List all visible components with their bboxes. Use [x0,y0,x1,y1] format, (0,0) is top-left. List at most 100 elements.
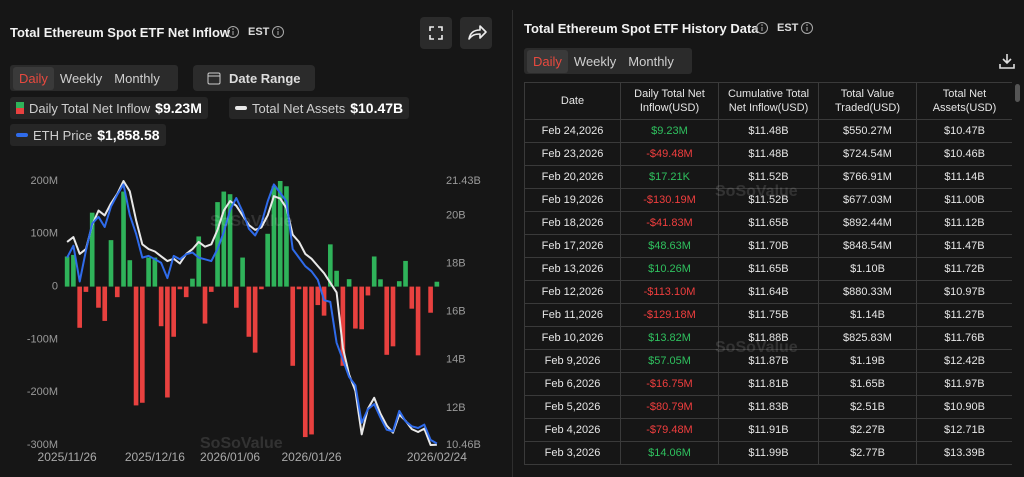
table-row: Feb 23,2026 -$49.48M $11.48B $724.54M $10.46… [524,142,1012,166]
legend-icon [16,102,24,114]
bar [108,240,114,287]
legend-item[interactable]: Daily Total Net Inflow $9.23M [10,97,208,119]
watermark: SoSoValue [210,213,293,230]
tab[interactable]: Weekly [573,53,617,69]
date-range-button[interactable]: Date Range [193,65,315,91]
table-cell: $892.44M [818,211,917,235]
bar [384,286,390,355]
scrollbar[interactable] [1015,84,1020,102]
y2-tick-label: 10.46B [446,439,481,451]
table-cell: -$16.75M [620,372,719,396]
share-button[interactable] [460,17,492,49]
tab[interactable]: Daily [13,66,54,90]
tab[interactable]: Monthly [114,70,160,86]
table-cell: $880.33M [818,280,917,304]
table-row: Feb 12,2026 -$113.10M $11.64B $880.33M $10.9… [524,280,1012,304]
legend-value: $10.47B [350,100,404,116]
table-tabs: Daily Weekly Monthly [524,48,692,74]
table-cell: -$129.18M [620,303,719,327]
table-cell: $14.06M [620,441,719,465]
bar [309,286,314,435]
y2-tick-label: 12B [446,402,466,414]
table-cell: $11.48B [718,119,819,143]
x-tick-label: 2026/02/24 [407,450,467,464]
bar [428,286,433,313]
table-cell: $10.46B [916,142,1012,166]
table-cell: Feb 6,2026 [524,372,621,396]
tab[interactable]: Weekly [59,70,103,86]
column-header: Cumulative Total Net Inflow(USD) [718,82,819,120]
table-cell: Feb 12,2026 [524,280,621,304]
download-button[interactable] [998,52,1016,70]
bar [171,286,176,337]
y2-tick-label: 20B [446,209,466,221]
column-header: Total Value Traded(USD) [818,82,917,120]
table-cell: $11.47B [916,234,1012,258]
bar [190,278,195,287]
bar [208,286,214,292]
table-cell: -$41.83M [620,211,719,235]
tab[interactable]: Daily [527,49,568,73]
bar [290,286,296,366]
bar [234,286,239,308]
info-icon[interactable] [271,25,285,39]
info-icon[interactable] [800,21,814,35]
table-cell: Feb 5,2026 [524,395,621,419]
tab[interactable]: Monthly [628,53,674,69]
y-tick-label: -300M [27,439,58,451]
bar [152,257,158,287]
table-cell: $11.70B [718,234,819,258]
bar [396,281,402,287]
table-cell: $11.48B [718,142,819,166]
table-cell: $48.63M [620,234,719,258]
table-cell: $11.75B [718,303,819,327]
y-tick-label: 100M [30,228,58,240]
bar [403,260,408,287]
y-tick-label: 200M [30,175,58,187]
table-cell: $12.42B [916,349,1012,373]
table-row: Feb 18,2026 -$41.83M $11.65B $892.44M $11.12… [524,211,1012,235]
table-cell: -$113.10M [620,280,719,304]
table-cell: $57.05M [620,349,719,373]
y-tick-label: -200M [27,386,58,398]
bar [365,286,371,296]
y2-tick-label: 18B [446,257,466,269]
table-cell: $1.10B [818,257,917,281]
bar [284,186,289,287]
y-tick-label: 0 [52,281,58,293]
table-cell: Feb 13,2026 [524,257,621,281]
legend-label: Total Net Assets [252,100,346,116]
legend-value: $1,858.58 [97,127,160,143]
watermark: SoSoValue [200,435,283,452]
table-cell: $11.64B [718,280,819,304]
bar [259,286,264,290]
table-cell: Feb 3,2026 [524,441,621,465]
table-cell: Feb 9,2026 [524,349,621,373]
table-row: Feb 3,2026 $14.06M $11.99B $2.77B $13.39B [524,441,1012,465]
legend-icon [235,106,247,110]
legend-item[interactable]: Total Net Assets $10.47B [229,97,410,119]
bar [390,286,396,347]
bar [328,244,333,287]
bar [202,286,208,324]
table-cell: Feb 17,2026 [524,234,621,258]
bar [378,279,383,287]
bar [353,286,358,329]
legend-item[interactable]: ETH Price $1,858.58 [10,124,166,146]
table-cell: -$130.19M [620,188,719,212]
date-range-label: Date Range [229,70,301,86]
bar [265,233,270,287]
table-cell: $11.97B [916,372,1012,396]
watermark: SoSoValue [715,339,798,356]
table-cell: $11.12B [916,211,1012,235]
table-cell: $1.19B [818,349,917,373]
table-cell: $2.51B [818,395,917,419]
fullscreen-button[interactable] [420,17,452,49]
legend-label: ETH Price [33,127,93,143]
info-icon[interactable] [226,25,240,39]
table-cell: $1.14B [818,303,917,327]
info-icon[interactable] [755,21,769,35]
bar [77,286,82,328]
table-cell: Feb 23,2026 [524,142,621,166]
